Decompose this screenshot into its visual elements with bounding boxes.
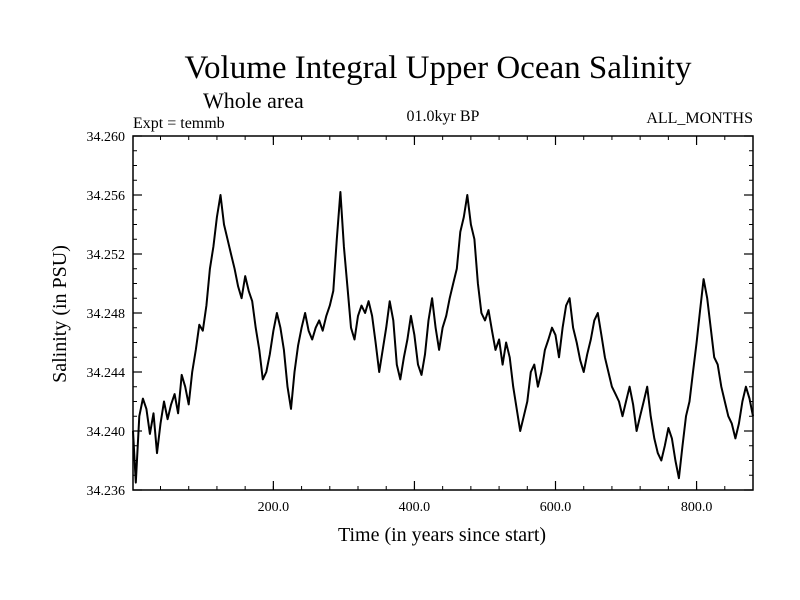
y-axis-label: Salinity (in PSU) — [49, 245, 71, 383]
x-tick-label: 600.0 — [540, 500, 572, 515]
experiment-label: Expt = temmb — [133, 115, 225, 132]
x-tick-label: 200.0 — [258, 500, 290, 515]
y-tick-label: 34.256 — [87, 189, 126, 204]
y-tick-label: 34.236 — [87, 484, 126, 499]
data-line-0 — [132, 191, 754, 484]
y-tick-label: 34.252 — [87, 248, 126, 263]
plot-area: 34.236 34.240 34.244 34.248 34.252 34.256 34.2… — [87, 130, 754, 515]
y-tick-label: 34.260 — [87, 130, 126, 145]
chart-subtitle: Whole area — [203, 88, 304, 113]
y-tick-label: 34.240 — [87, 425, 126, 440]
chart-title: Volume Integral Upper Ocean Salinity — [184, 50, 692, 86]
y-tick-label: 34.248 — [87, 307, 126, 322]
x-tick-label: 400.0 — [399, 500, 431, 515]
y-tick-label: 34.244 — [87, 366, 126, 381]
x-tick-label: 800.0 — [681, 500, 713, 515]
plot-frame — [132, 135, 754, 491]
x-axis-label: Time (in years since start) — [338, 524, 546, 546]
months-label: ALL_MONTHS — [646, 110, 753, 127]
period-label: 01.0kyr BP — [407, 108, 480, 125]
